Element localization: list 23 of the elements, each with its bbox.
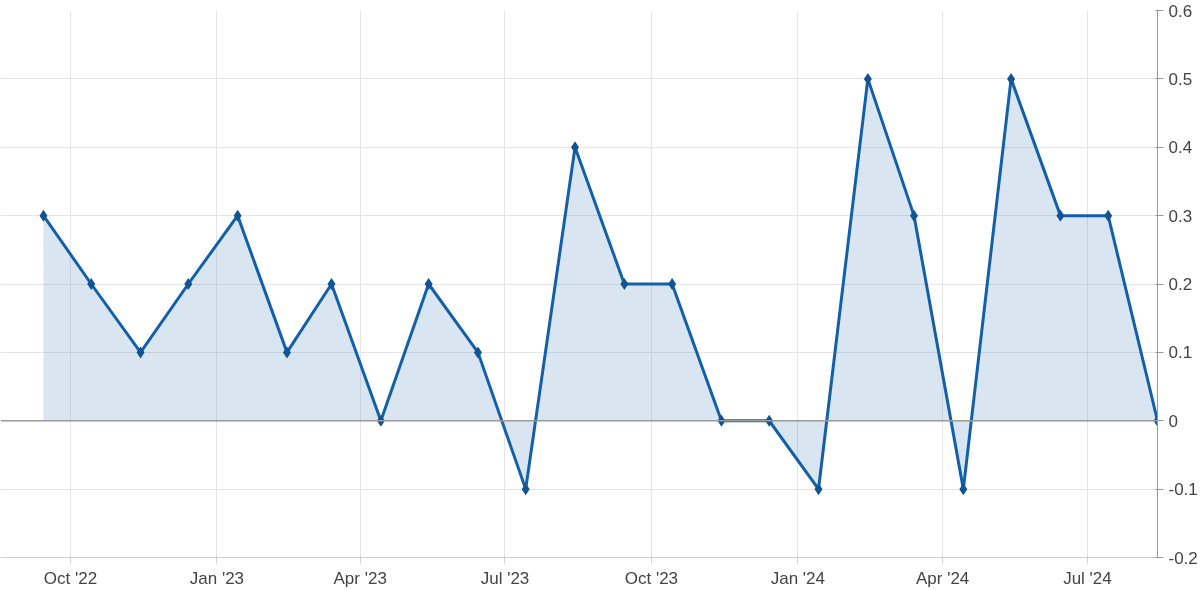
- x-tick-label: Jan '24: [770, 568, 825, 588]
- x-tick-label: Jul '24: [1063, 568, 1112, 588]
- point: [327, 278, 336, 290]
- point: [424, 278, 433, 290]
- y-tick-label: -0.2: [1168, 548, 1198, 568]
- x-tick-label: Oct '23: [624, 568, 679, 588]
- x-tick-label: Apr '24: [915, 568, 970, 588]
- y-tick-label: 0.4: [1168, 138, 1193, 158]
- x-tick-label: Jan '23: [189, 568, 245, 588]
- y-tick-label: 0.2: [1168, 275, 1193, 294]
- y-tick-label: 0: [1168, 411, 1178, 431]
- y-tick-label: -0.1: [1168, 480, 1198, 500]
- x-tick-label: Apr '23: [333, 568, 387, 588]
- point: [620, 278, 629, 290]
- point: [87, 278, 96, 290]
- x-tick-label: Jul '23: [480, 568, 530, 588]
- point: [668, 278, 677, 290]
- y-tick-label: 0.6: [1168, 1, 1193, 21]
- point: [184, 278, 193, 290]
- x-tick-label: Oct '22: [43, 568, 98, 588]
- y-tick-label: 0.5: [1168, 69, 1193, 89]
- y-tick-label: 0.3: [1168, 206, 1193, 226]
- y-tick-label: 0.1: [1168, 343, 1193, 363]
